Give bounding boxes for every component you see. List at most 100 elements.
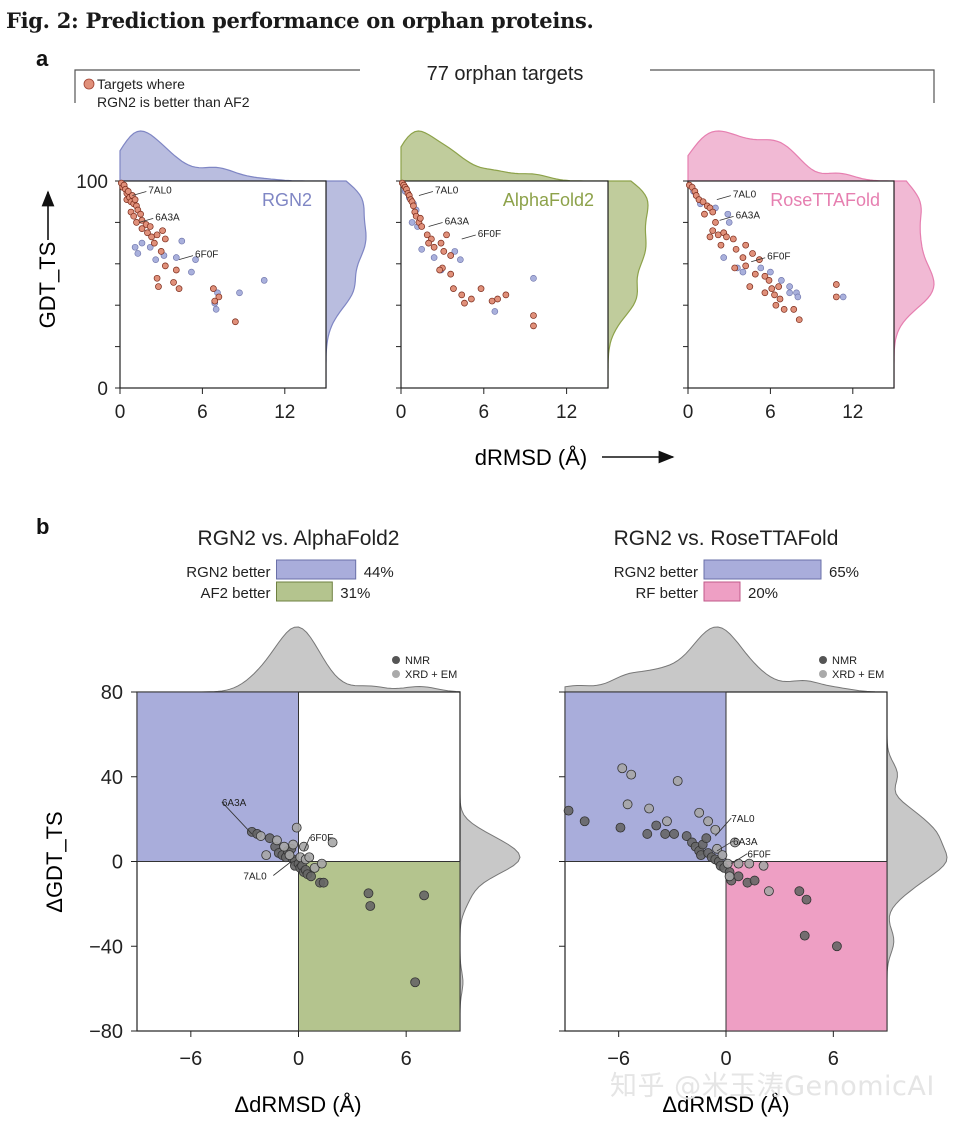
annotation-leader xyxy=(461,234,476,240)
better-pct-1: 65% xyxy=(829,564,859,581)
data-point-highlight xyxy=(211,297,219,305)
legend-nmr-label: NMR xyxy=(832,655,857,667)
data-point-xrd xyxy=(298,841,309,852)
data-point-nmr xyxy=(365,901,376,911)
panel-b-plot-rgn2-vs-rf: RGN2 vs. RoseTTAFold RGN2 better 65% RF bet… xyxy=(559,527,948,1070)
method-label: RGN2 xyxy=(262,190,312,210)
better-label-2: RF better xyxy=(635,585,698,602)
data-point-nmr xyxy=(701,833,712,844)
data-point-highlight xyxy=(144,229,151,237)
data-point xyxy=(451,248,459,255)
panel-b-xlabel-left: ΔdRMSD (Å) xyxy=(234,1092,361,1117)
data-point-highlight xyxy=(709,208,717,216)
data-point xyxy=(408,219,416,226)
data-point-highlight xyxy=(477,285,485,292)
data-point-nmr xyxy=(642,829,653,839)
annotation-6a3a: 6A3A xyxy=(733,837,758,848)
data-point-nmr xyxy=(681,831,692,841)
right-density xyxy=(459,692,521,1031)
x-tick-label: 0 xyxy=(720,1048,731,1070)
legend-line-2: RGN2 is better than AF2 xyxy=(97,94,250,110)
annotation-leader xyxy=(751,257,766,263)
x-tick-label: 6 xyxy=(401,1048,412,1070)
data-point xyxy=(131,243,139,251)
data-point-highlight xyxy=(138,225,146,232)
data-point-highlight xyxy=(423,231,431,239)
data-point-highlight xyxy=(447,252,455,259)
data-point-highlight xyxy=(742,241,750,249)
data-point-nmr xyxy=(733,871,744,882)
data-point-highlight xyxy=(153,274,161,282)
data-point-nmr xyxy=(306,871,316,882)
y-tick-label: 80 xyxy=(101,682,123,704)
panel-a-ylabel: GDT_TS xyxy=(35,242,60,329)
annotation-6a3a: 6A3A xyxy=(155,212,180,223)
legend-highlight-marker xyxy=(83,78,95,90)
data-point-highlight xyxy=(430,243,438,251)
data-point-highlight xyxy=(215,293,223,301)
data-point xyxy=(739,268,747,276)
data-point-xrd xyxy=(288,839,299,850)
data-point-xrd xyxy=(722,858,733,869)
annotation-7al0: 7AL0 xyxy=(731,814,755,825)
data-point xyxy=(786,289,793,297)
x-tick-label: −6 xyxy=(607,1048,630,1070)
header-bracket-left xyxy=(74,69,360,103)
quadrant-other-better xyxy=(725,861,888,1032)
data-point xyxy=(725,219,733,226)
data-point-nmr xyxy=(749,875,760,886)
data-point-xrd xyxy=(622,799,633,810)
y-tick-label: 100 xyxy=(76,172,108,193)
data-point xyxy=(236,289,243,297)
legend-xrd-label: XRD + EM xyxy=(832,669,884,681)
data-point-xrd xyxy=(284,850,295,861)
data-point xyxy=(720,254,728,261)
data-point-xrd xyxy=(672,776,683,786)
top-density-rosettafold xyxy=(687,130,894,182)
data-point-nmr xyxy=(318,877,329,888)
top-density xyxy=(564,626,888,693)
annotation-leader xyxy=(716,840,734,852)
data-point xyxy=(491,308,499,315)
y-tick-label: −40 xyxy=(89,936,123,958)
data-point-xrd xyxy=(272,835,282,846)
data-point-highlight xyxy=(780,305,788,313)
x-tick-label: 6 xyxy=(479,402,490,423)
data-point xyxy=(152,256,160,263)
x-tick-label: 0 xyxy=(115,402,126,423)
data-point-highlight xyxy=(699,198,707,206)
data-point-highlight xyxy=(530,322,537,330)
annotation-leader xyxy=(221,801,253,835)
data-point-xrd xyxy=(291,822,302,833)
data-point-highlight xyxy=(714,231,722,239)
data-point-xrd xyxy=(733,858,744,869)
y-tick-label: 0 xyxy=(97,379,108,400)
right-density-alphafold2 xyxy=(607,180,649,388)
better-bar-1 xyxy=(703,559,822,580)
data-point-highlight xyxy=(443,231,450,239)
panel-a-letter: a xyxy=(36,46,49,71)
annotation-6f0f: 6F0F xyxy=(478,229,501,240)
data-point-highlight xyxy=(502,291,510,299)
data-point xyxy=(757,264,765,272)
annotation-leader xyxy=(139,218,154,223)
better-bar-1 xyxy=(276,559,357,580)
data-point-highlight xyxy=(131,196,139,203)
data-point xyxy=(839,293,847,301)
data-point-highlight xyxy=(739,254,747,261)
annotation-6f0f: 6F0F xyxy=(767,252,790,263)
legend-line-1: Targets where xyxy=(97,76,185,92)
data-point-nmr xyxy=(363,888,374,899)
annotation-leader xyxy=(418,191,434,196)
data-point-highlight xyxy=(170,279,177,286)
method-label: AlphaFold2 xyxy=(503,190,594,210)
data-point-highlight xyxy=(410,202,417,210)
annotation-6a3a: 6A3A xyxy=(222,798,247,809)
panel-a-plot-rosettafold: 0 6 12 RoseTTAFold 7AL0 6A3A 6F0F xyxy=(683,130,935,423)
annotation-6a3a: 6A3A xyxy=(445,217,470,228)
data-point-highlight xyxy=(175,285,183,292)
data-point-highlight xyxy=(146,223,154,230)
panel-b-xlabel-right: ΔdRMSD (Å) xyxy=(662,1092,789,1117)
data-point-highlight xyxy=(761,289,769,297)
data-point-highlight xyxy=(461,299,468,307)
